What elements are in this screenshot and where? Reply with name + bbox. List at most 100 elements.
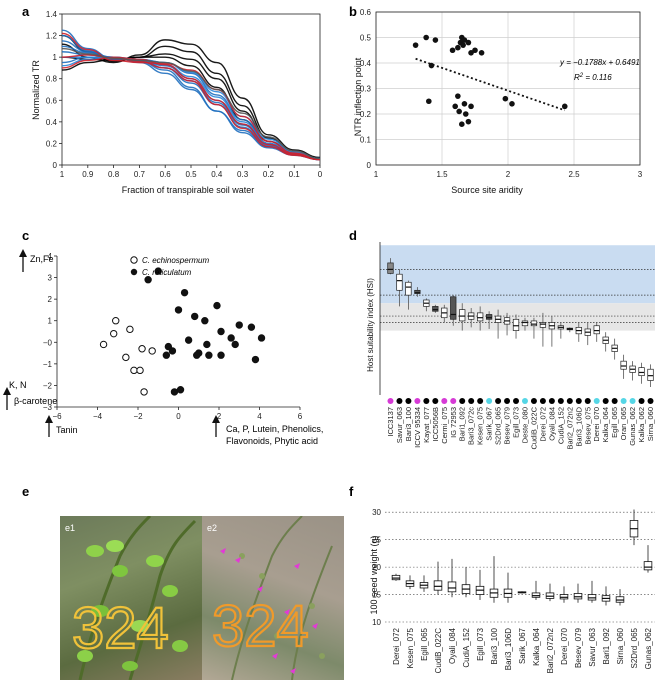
leaf-icon	[309, 603, 315, 609]
data-point	[99, 340, 108, 349]
category-label: Oyali_084	[448, 627, 457, 664]
box	[539, 322, 547, 328]
origin-dot	[647, 398, 654, 404]
data-point	[154, 267, 162, 275]
panel-a-xlabel: Fraction of transpirable soil water	[122, 185, 255, 195]
category-label: Oyali_084	[547, 407, 556, 441]
category-label: Bari3_100	[404, 407, 413, 441]
flower-icon	[257, 586, 263, 592]
data-point	[217, 351, 225, 359]
box	[396, 273, 403, 291]
photo-e1-drawing: 324 e1	[65, 516, 197, 680]
y-tick-label: 15	[372, 591, 381, 600]
box	[432, 306, 439, 312]
category-label: ICCV 95334	[413, 407, 422, 448]
x-tick-label: 0.5	[185, 170, 197, 179]
category-label: Derei_070	[592, 407, 601, 442]
category-label: Bari2_072n2	[546, 627, 555, 673]
y-tick-label: 0.5	[360, 34, 372, 43]
data-point	[462, 111, 469, 117]
pod-icon	[162, 585, 178, 597]
origin-dot	[486, 398, 493, 404]
panel-c-chart: −6 −4 −2 0 2 4 6 4 3 2 1 −0 −1 −2 −3	[43, 252, 303, 421]
origin-dot	[611, 398, 618, 404]
category-label: Bari2_072n2	[565, 407, 574, 450]
stem-e2-a	[231, 516, 303, 680]
category-label: Egill_073	[476, 627, 485, 660]
pod-icon	[172, 640, 188, 652]
y-tick-label: 0.6	[46, 96, 58, 105]
panel-b-r2-sup: 2	[579, 73, 584, 79]
leaf-icon	[259, 573, 265, 579]
x-tick-label: 0.3	[237, 170, 249, 179]
category-label: Sarik_067	[485, 407, 494, 441]
y-tick-label: 0	[53, 161, 58, 170]
data-point	[217, 327, 225, 336]
origin-dot	[593, 398, 600, 404]
y-tick-label: 2	[48, 295, 53, 304]
box	[387, 262, 394, 274]
x-tick-label: 0.1	[289, 170, 301, 179]
category-label: Sirna_060	[616, 627, 625, 664]
x-tick-label: 1	[60, 170, 65, 179]
x-tick-label: 0.9	[82, 170, 94, 179]
panel-b-xlabel: Source site aridity	[451, 185, 523, 195]
x-tick-label: −4	[93, 412, 103, 421]
flower-icon	[284, 609, 290, 615]
flower-icon	[235, 557, 241, 563]
pod-icon	[122, 661, 138, 671]
trendline	[415, 57, 566, 112]
category-label: ICC5056B	[431, 407, 440, 442]
data-point	[140, 388, 148, 396]
data-point	[465, 39, 472, 46]
box	[521, 320, 529, 327]
data-point	[509, 101, 515, 107]
category-label: CudiB_022C	[529, 406, 538, 449]
category-label: Gunas_062	[644, 627, 653, 669]
origin-dot	[629, 398, 636, 404]
category-label: Gunas_062	[628, 407, 637, 446]
category-label: IG 72953	[449, 407, 458, 438]
data-point	[138, 345, 146, 353]
data-point	[170, 388, 179, 396]
data-point	[180, 288, 189, 297]
photo-e2-label: e2	[207, 523, 217, 533]
panel-a-chart: 1 0.9 0.8 0.7 0.6 0.5 0.4 0.3 0.2 0.1 0 0 0.2 0.4 0.6 0…	[46, 10, 323, 179]
origin-dot	[432, 398, 439, 404]
legend-echinospermum-marker	[130, 256, 138, 264]
category-label: Kesen_075	[406, 627, 415, 668]
panel-label-c: c	[22, 228, 29, 243]
flower-icon	[290, 668, 296, 674]
panel-label-e: e	[22, 484, 29, 499]
category-label: Kalka_062	[637, 407, 646, 442]
leaf-icon	[274, 633, 280, 639]
category-label: Savur_063	[395, 407, 404, 443]
origin-dot	[539, 398, 546, 404]
category-label: Bari3_106D	[504, 628, 513, 670]
origin-dot	[423, 398, 430, 404]
origin-dot	[548, 398, 555, 404]
photo-e2: 324 e2	[202, 516, 344, 680]
box	[643, 561, 653, 571]
data-point	[468, 103, 474, 110]
x-tick-label: 2	[506, 170, 511, 179]
annot-zn-fe: Zn,Fe	[30, 254, 54, 264]
photo-e2-number: 324	[212, 594, 309, 659]
category-label: CudiA_152	[556, 407, 565, 444]
data-point	[203, 340, 211, 349]
photo-e2-drawing: 324 e2	[207, 516, 333, 680]
x-tick-label: 6	[298, 412, 303, 421]
y-tick-label: 0	[367, 161, 372, 170]
origin-dot	[450, 398, 457, 404]
panel-b-frame	[375, 11, 641, 166]
panel-a-ylabel: Normalized TR	[31, 60, 41, 120]
x-tick-label: 0	[176, 412, 181, 421]
data-point	[176, 386, 185, 394]
box	[638, 367, 645, 377]
data-point	[213, 301, 221, 310]
panel-d-chart: ICC3137 Savur_063 Bari3_100 ICCV 95334 Kayat…	[379, 242, 655, 450]
data-point	[561, 103, 568, 110]
x-tick-label: 0.7	[134, 170, 146, 179]
y-tick-label: 4	[48, 252, 53, 261]
data-point	[136, 366, 144, 375]
